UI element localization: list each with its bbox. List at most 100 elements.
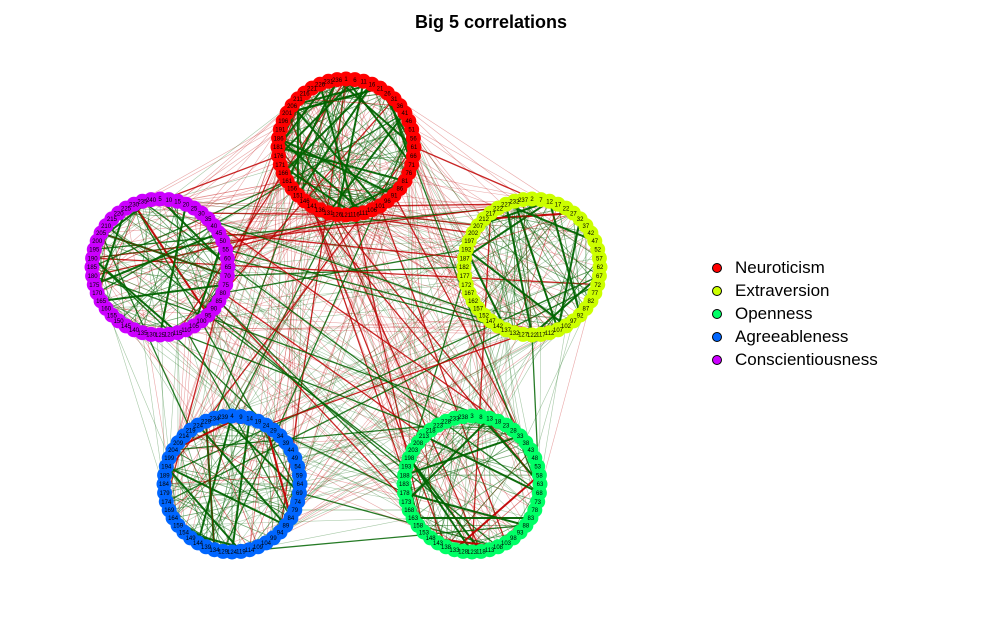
within-group-edge: [404, 491, 527, 527]
item-node: [329, 72, 345, 88]
within-group-edge: [297, 98, 400, 106]
between-group-edge: [423, 204, 507, 533]
item-node-label: 220: [114, 211, 125, 217]
between-group-edge: [273, 232, 592, 431]
item-node-label: 60: [224, 256, 231, 262]
item-node-label: 137: [501, 328, 512, 334]
between-group-edge: [218, 300, 407, 503]
between-group-edge: [92, 200, 550, 259]
between-group-edge: [534, 320, 574, 459]
item-node-label: 117: [536, 333, 546, 339]
item-node-label: 4: [230, 414, 234, 420]
between-group-edge: [111, 164, 412, 220]
item-node-label: 215: [107, 217, 118, 223]
item-node-label: 169: [164, 508, 175, 514]
item-node: [215, 409, 231, 425]
item-node-label: 206: [287, 104, 298, 110]
item-node-label: 26: [384, 91, 391, 97]
within-group-edge: [297, 194, 388, 202]
item-node-label: 51: [408, 128, 415, 134]
within-group-edge: [406, 420, 499, 502]
legend-item-agreeableness: Agreeableness: [712, 325, 878, 348]
item-node-label: 139: [201, 545, 212, 551]
item-node-label: 11: [360, 80, 367, 86]
between-group-edge: [278, 138, 281, 436]
within-group-edge: [497, 420, 540, 494]
item-node-label: 120: [164, 333, 175, 339]
within-group-edge: [297, 98, 305, 201]
within-group-edge: [497, 207, 600, 277]
within-group-edge: [483, 314, 567, 327]
between-group-edge: [280, 129, 536, 459]
item-node-label: 1: [344, 77, 348, 83]
between-group-edge: [454, 198, 533, 550]
item-node-label: 20: [183, 202, 190, 208]
item-node-label: 77: [591, 291, 598, 297]
legend-marker-icon: [712, 308, 722, 319]
item-node-label: 125: [155, 333, 166, 339]
legend-label: Agreeableness: [735, 326, 849, 346]
between-group-edge: [257, 232, 592, 548]
item-node-label: 28: [510, 428, 517, 434]
between-group-edge: [218, 300, 405, 485]
within-group-edge: [190, 429, 298, 502]
within-group-edge: [118, 225, 215, 322]
between-group-edge: [91, 180, 288, 268]
between-group-edge: [231, 218, 485, 553]
item-node-label: 160: [101, 307, 112, 313]
within-group-edge: [477, 207, 567, 309]
within-group-edge: [445, 418, 455, 547]
within-group-edge: [125, 207, 228, 259]
between-group-edge: [411, 129, 600, 259]
between-group-edge: [328, 81, 414, 519]
between-group-edge: [240, 209, 321, 417]
item-node-label: 17: [555, 202, 562, 208]
between-group-edge: [133, 214, 338, 331]
between-group-edge: [477, 308, 490, 419]
item-node-label: 87: [583, 307, 590, 313]
item-node-label: 173: [401, 500, 412, 506]
within-group-edge: [249, 425, 267, 550]
item-node-label: 124: [227, 550, 238, 556]
within-group-edge: [311, 87, 406, 114]
item-node-label: 166: [278, 171, 289, 177]
legend-marker-icon: [712, 331, 722, 342]
between-group-edge: [286, 180, 425, 437]
item-node-label: 168: [404, 508, 415, 514]
item-node-label: 182: [459, 265, 470, 271]
item-node-label: 226: [315, 82, 326, 88]
item-node-label: 40: [211, 224, 218, 230]
item-node-label: 9: [239, 415, 243, 421]
within-group-edge: [464, 200, 551, 259]
item-node-label: 211: [293, 97, 303, 103]
between-group-edge: [249, 164, 412, 550]
within-group-edge: [304, 112, 406, 202]
item-node-label: 234: [209, 417, 220, 423]
within-group-edge: [514, 201, 587, 309]
item-node-label: 3: [470, 414, 474, 420]
between-group-edge: [273, 292, 470, 539]
within-group-edge: [472, 232, 595, 294]
between-group-edge: [379, 203, 507, 207]
item-node-label: 63: [537, 482, 544, 488]
item-node-label: 45: [216, 231, 223, 237]
within-group-edge: [165, 465, 287, 527]
between-group-edge: [92, 87, 313, 259]
item-node-label: 109: [253, 545, 264, 551]
between-group-edge: [489, 198, 533, 419]
item-node-label: 227: [501, 202, 512, 208]
item-node-label: 175: [89, 283, 100, 289]
item-node-label: 194: [161, 465, 172, 471]
within-group-edge: [133, 232, 220, 331]
within-group-edge: [177, 442, 250, 550]
within-group-edge: [453, 474, 541, 551]
between-group-edge: [408, 172, 419, 443]
between-group-edge: [197, 172, 284, 426]
item-node-label: 155: [107, 313, 118, 319]
within-group-edge: [304, 92, 410, 174]
item-node-label: 33: [517, 434, 524, 440]
item-node-label: 127: [518, 333, 529, 339]
between-group-edge: [185, 203, 491, 322]
within-group-edge: [277, 79, 338, 148]
